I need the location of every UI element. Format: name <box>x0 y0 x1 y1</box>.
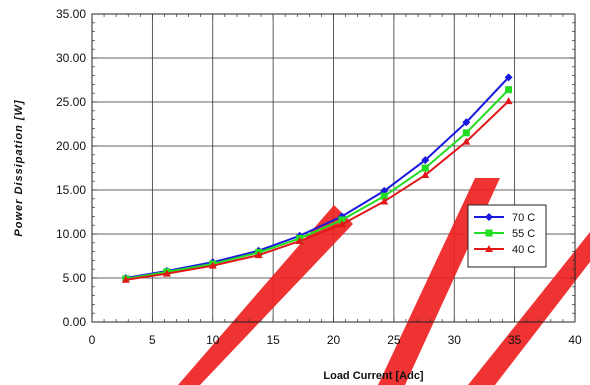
y-tick-label: 5.00 <box>63 271 87 285</box>
y-tick-label: 0.00 <box>63 315 87 329</box>
y-tick-label: 10.00 <box>56 227 86 241</box>
y-tick-label: 30.00 <box>56 51 86 65</box>
data-point <box>421 164 429 172</box>
x-tick-label: 5 <box>149 333 156 347</box>
legend-item: 70 C <box>474 212 535 224</box>
legend-label: 55 C <box>512 228 535 240</box>
series-2 <box>121 97 513 283</box>
data-point <box>421 156 430 165</box>
x-axis-title: Load Current [Adc] <box>323 370 424 382</box>
y-tick-label: 25.00 <box>56 95 86 109</box>
data-point <box>462 118 471 127</box>
data-point <box>462 137 471 145</box>
y-axis-title: Power Dissipation [W] <box>13 99 25 236</box>
axis-ticks <box>91 13 576 323</box>
watermark-stroke-1 <box>178 205 353 385</box>
x-tick-label: 0 <box>89 333 96 347</box>
data-point <box>254 251 263 259</box>
y-tick-label: 35.00 <box>56 7 86 21</box>
data-point <box>208 261 217 269</box>
legend-item: 55 C <box>474 228 535 240</box>
data-point <box>504 97 513 105</box>
x-tick-label: 40 <box>568 333 582 347</box>
x-tick-label: 35 <box>508 333 522 347</box>
series-line <box>125 100 510 281</box>
x-tick-label: 15 <box>266 333 280 347</box>
data-point <box>295 237 304 245</box>
data-point <box>504 73 513 82</box>
legend-marker <box>485 213 493 221</box>
legend-label: 40 C <box>512 244 535 256</box>
data-point <box>121 275 130 283</box>
grid <box>92 14 575 322</box>
axis-labels: 0.00 5.00 10.00 15.00 20.00 25.00 30.00 35.00 0 5… <box>56 7 582 347</box>
watermark-stroke-3 <box>468 232 590 385</box>
data-point <box>421 171 430 179</box>
x-tick-label: 30 <box>448 333 462 347</box>
data-point <box>162 269 171 277</box>
series-line <box>125 88 510 280</box>
legend-box <box>467 204 547 268</box>
x-tick-label: 20 <box>327 333 341 347</box>
data-point <box>337 220 346 228</box>
y-tick-label: 15.00 <box>56 183 86 197</box>
x-tick-label: 25 <box>387 333 401 347</box>
data-point <box>505 86 513 94</box>
legend-marker <box>485 229 493 237</box>
legend-item: 40 C <box>474 244 535 256</box>
y-tick-label: 20.00 <box>56 139 86 153</box>
legend: 70 C 55 C 40 C <box>467 204 547 268</box>
x-tick-label: 10 <box>206 333 220 347</box>
legend-marker <box>485 245 493 252</box>
series <box>121 73 513 283</box>
legend-label: 70 C <box>512 212 535 224</box>
data-point <box>462 129 470 137</box>
series-line <box>125 76 510 279</box>
data-point <box>380 192 388 200</box>
data-point <box>380 197 389 205</box>
data-point <box>338 216 346 224</box>
